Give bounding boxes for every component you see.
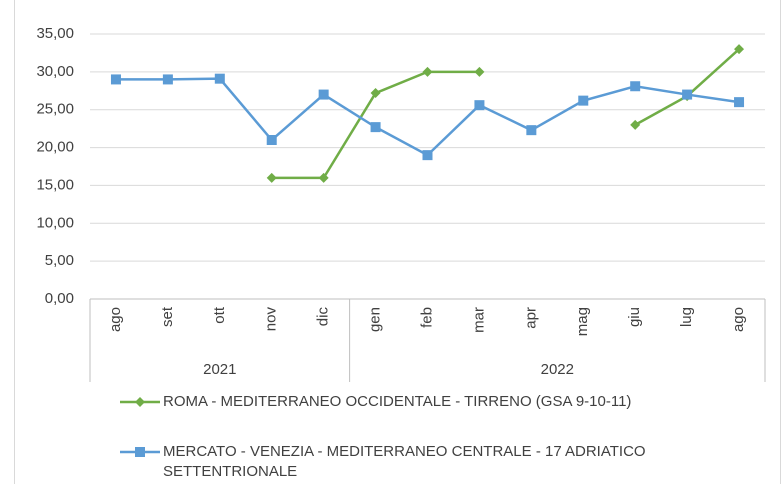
data-point: [630, 81, 641, 92]
data-point: [110, 74, 121, 85]
data-point: [630, 119, 641, 130]
series-line: [115, 77, 740, 157]
data-point: [422, 150, 433, 161]
x-tick-label: ago: [730, 307, 747, 332]
data-point: [682, 89, 693, 100]
x-tick-label: set: [159, 306, 176, 327]
data-point: [422, 66, 433, 77]
x-tick-label: lug: [678, 307, 695, 327]
y-tick-label: 30,00: [36, 63, 74, 80]
data-point: [734, 44, 745, 55]
data-point: [318, 89, 329, 100]
data-point: [526, 125, 537, 136]
y-tick-label: 15,00: [36, 176, 74, 193]
x-tick-label: gen: [367, 307, 384, 332]
group-label: 2021: [203, 361, 236, 378]
data-point: [578, 95, 589, 106]
x-tick-label: feb: [418, 307, 435, 328]
y-tick-label: 0,00: [45, 290, 74, 307]
x-tick-label: ott: [211, 306, 228, 324]
x-tick-label: ago: [107, 307, 124, 332]
data-point: [135, 397, 145, 407]
legend-label: ROMA - MEDITERRANEO OCCIDENTALE - TIRREN…: [163, 393, 632, 410]
y-tick-label: 5,00: [45, 252, 74, 269]
y-tick-label: 20,00: [36, 139, 74, 156]
x-tick-label: mag: [574, 307, 591, 336]
y-tick-label: 10,00: [36, 214, 74, 231]
data-point: [266, 135, 277, 145]
chart-border: [14, 0, 781, 484]
data-point: [474, 100, 485, 111]
data-point: [162, 74, 173, 85]
series-line: [271, 48, 740, 180]
data-point: [370, 122, 381, 133]
y-tick-label: 35,00: [36, 25, 74, 42]
x-tick-label: dic: [315, 307, 332, 327]
x-tick-label: giu: [626, 307, 643, 327]
data-point: [135, 447, 145, 457]
x-tick-label: apr: [522, 307, 539, 329]
data-point: [214, 73, 225, 84]
y-tick-label: 25,00: [36, 101, 74, 118]
data-point: [370, 88, 381, 99]
x-tick-label: mar: [470, 307, 487, 333]
legend-label: MERCATO - VENEZIA - MEDITERRANEO CENTRAL…: [163, 443, 646, 480]
data-point: [474, 66, 485, 77]
data-point: [318, 172, 329, 183]
data-point: [734, 97, 745, 108]
group-label: 2022: [541, 361, 574, 378]
x-tick-label: nov: [263, 307, 280, 332]
data-point: [266, 172, 277, 183]
